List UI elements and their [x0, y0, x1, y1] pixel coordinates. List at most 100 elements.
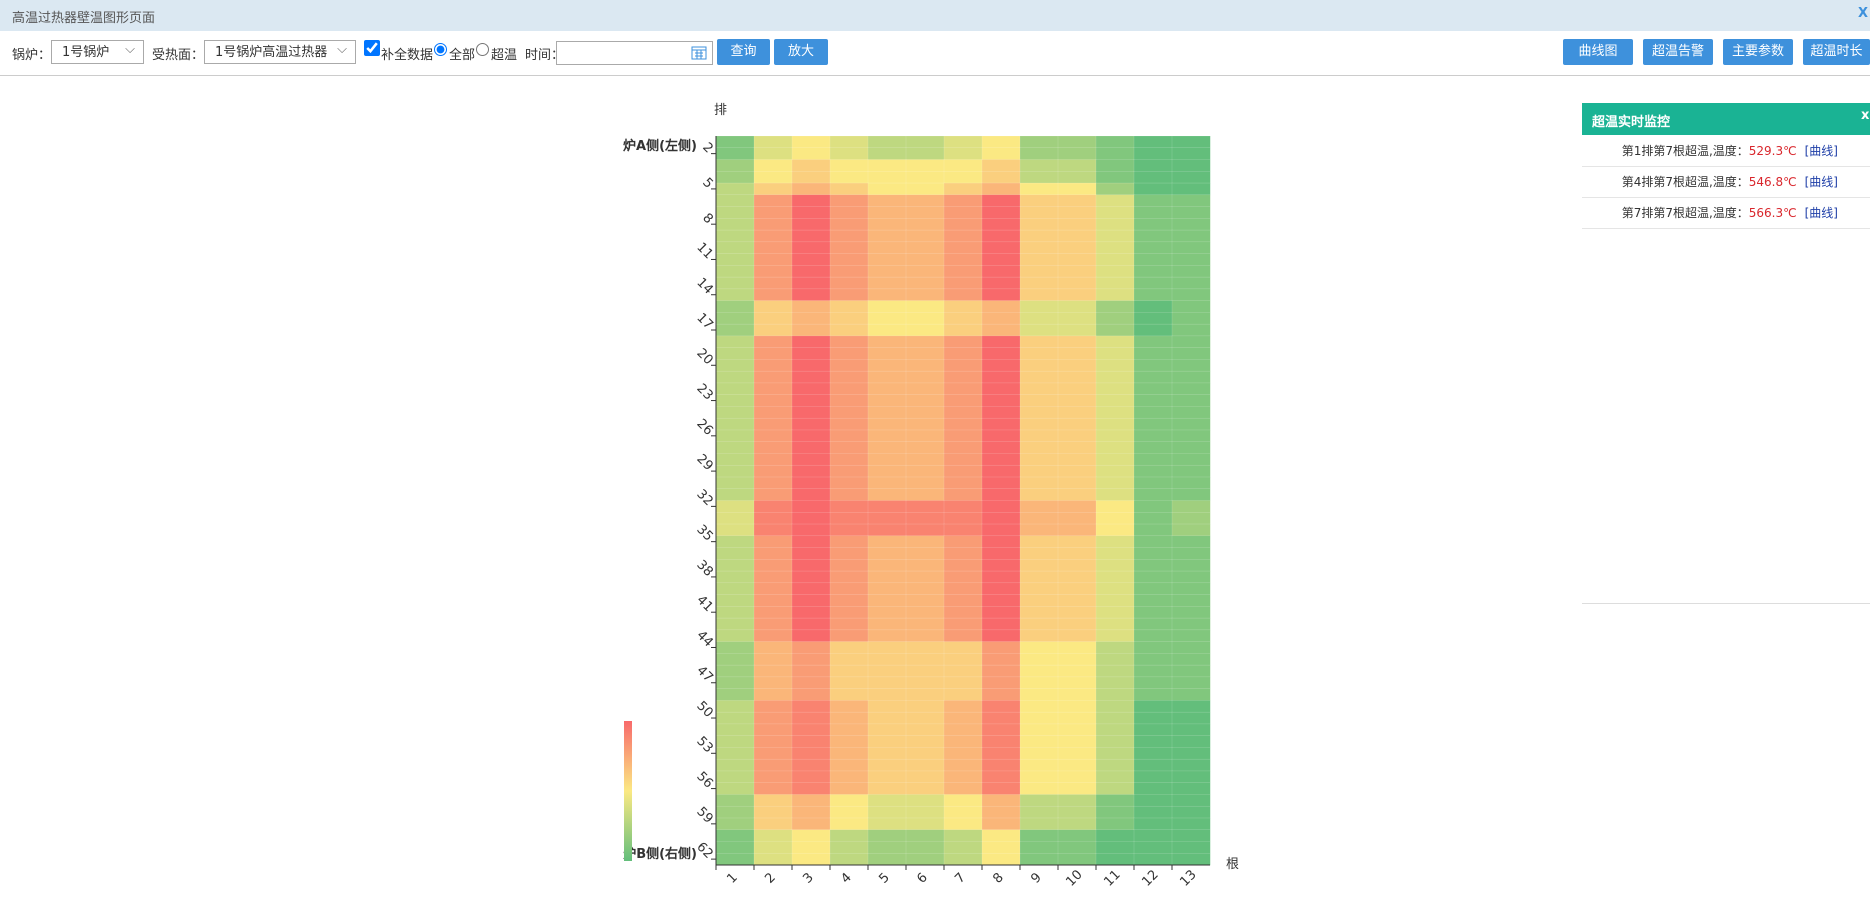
heat-cell [981, 441, 1021, 455]
heat-cell [1019, 512, 1059, 525]
boiler-select[interactable]: 1号锅炉 [51, 38, 144, 64]
heat-cell [943, 852, 983, 866]
heat-cell [715, 453, 755, 466]
heat-cell [829, 500, 869, 513]
heat-cell [1133, 359, 1173, 372]
heat-cell [1133, 805, 1173, 819]
alert-temp: 566.3℃ [1748, 206, 1797, 220]
heat-cell [753, 300, 793, 313]
heat-cell [905, 535, 945, 549]
heat-cell [1019, 147, 1059, 161]
heat-cell [943, 700, 983, 713]
heat-cell [1019, 805, 1059, 819]
alert-temp: 546.8℃ [1748, 175, 1797, 189]
heat-cell [1019, 547, 1059, 560]
heat-cell [715, 218, 755, 231]
heat-cell [905, 323, 945, 337]
button[interactable]: 曲线图 [1563, 39, 1633, 65]
heat-cell [867, 218, 907, 231]
heat-cell [829, 171, 869, 184]
heat-cell [905, 735, 945, 748]
heat-cell [867, 453, 907, 466]
heat-cell [981, 147, 1021, 161]
heat-cell [905, 417, 945, 431]
heat-cell [715, 700, 755, 713]
heat-cell [753, 253, 793, 266]
button[interactable]: 超温时长 [1803, 39, 1870, 65]
heat-cell [829, 617, 869, 631]
heat-cell [753, 794, 793, 807]
heat-cell [1133, 653, 1173, 666]
heat-cell [867, 629, 907, 643]
alert-link[interactable]: [曲线] [1804, 206, 1838, 220]
alert-text: 第7排第7根超温,温度： [1621, 206, 1749, 220]
calendar-icon[interactable] [691, 45, 707, 60]
checkbox[interactable] [364, 40, 380, 56]
button[interactable]: 放大 [774, 39, 828, 65]
heat-cell [829, 723, 869, 737]
visual-map[interactable] [624, 721, 632, 861]
heat-cell [943, 570, 983, 584]
heat-cell [905, 817, 945, 831]
surface-select[interactable]: 1号锅炉高温过热器 [204, 38, 356, 64]
heat-cell [715, 347, 755, 360]
close-button[interactable]: X [1858, 6, 1869, 21]
heat-cell [753, 488, 793, 502]
heat-cell [905, 594, 945, 607]
button[interactable]: 查询 [717, 39, 770, 65]
heat-cell [753, 782, 793, 796]
alert-link[interactable]: [曲线] [1804, 175, 1838, 189]
heat-cell [829, 570, 869, 584]
heat-cell [1057, 500, 1097, 513]
heat-cell [1019, 276, 1059, 290]
time-input[interactable] [556, 41, 713, 65]
heat-cell [981, 135, 1021, 149]
heat-cell [753, 347, 793, 360]
heat-cell [791, 700, 831, 713]
heat-cell [715, 582, 755, 596]
heat-cell [867, 312, 907, 325]
heat-cell [981, 335, 1021, 349]
heat-cell [829, 253, 869, 266]
heat-cell [905, 723, 945, 737]
heat-cell [981, 829, 1021, 843]
heat-cell [715, 653, 755, 666]
heat-cell [981, 770, 1021, 784]
heat-cell [943, 641, 983, 654]
alert-link[interactable]: [曲线] [1804, 144, 1838, 158]
radio[interactable] [434, 43, 447, 56]
heat-cell [905, 488, 945, 502]
heat-cell [943, 782, 983, 796]
heat-cell [867, 559, 907, 572]
heat-cell [1171, 323, 1211, 337]
heat-cell [1057, 406, 1097, 419]
annotation: 炉A侧(左侧) [623, 138, 697, 154]
heat-cell [1171, 253, 1211, 266]
heat-cell [791, 782, 831, 796]
alert-row: 第7排第7根超温,温度：566.3℃ [曲线] [1582, 198, 1870, 229]
heat-cell [1095, 547, 1135, 560]
y-tick-label: 17 [693, 311, 715, 333]
heat-cell [981, 406, 1021, 419]
heat-cell [1057, 276, 1097, 290]
heat-cell [905, 206, 945, 219]
panel-close[interactable]: x [1861, 108, 1870, 123]
button[interactable]: 主要参数 [1723, 39, 1793, 65]
heat-cell [1171, 617, 1211, 631]
heat-cell [905, 523, 945, 537]
heat-cell [905, 382, 945, 396]
y-tick-label: 11 [693, 240, 715, 262]
heat-cell [1171, 218, 1211, 231]
y-tick-label: 23 [693, 381, 715, 403]
heat-cell [981, 535, 1021, 549]
button[interactable]: 超温告警 [1643, 39, 1713, 65]
heat-cell [715, 747, 755, 760]
heat-cell [715, 688, 755, 701]
y-tick-label: 20 [693, 346, 715, 368]
heat-cell [791, 500, 831, 513]
heat-cell [829, 464, 869, 478]
heat-cell [829, 606, 869, 619]
heat-cell [791, 300, 831, 313]
radio[interactable] [476, 43, 489, 56]
heat-cell [981, 171, 1021, 184]
